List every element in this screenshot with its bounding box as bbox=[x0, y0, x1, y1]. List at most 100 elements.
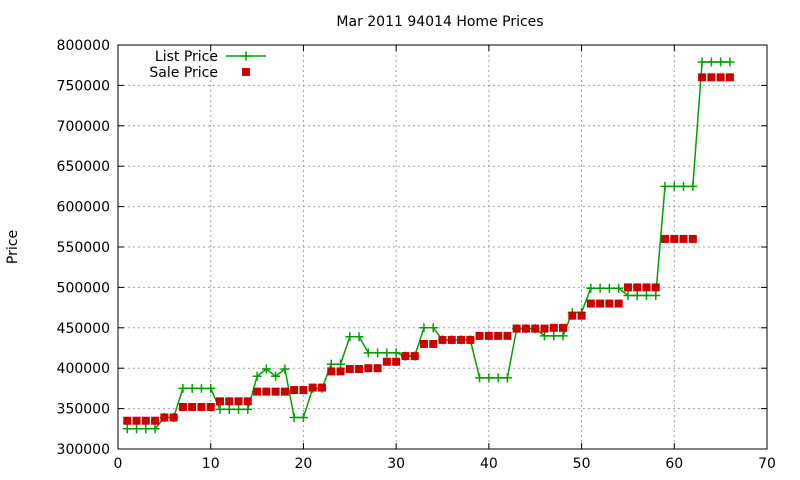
sale-price-point bbox=[160, 413, 169, 422]
sale-price-point bbox=[661, 234, 670, 243]
y-tick-label: 400000 bbox=[57, 361, 110, 377]
x-tick-label: 30 bbox=[387, 456, 405, 472]
grid-lines bbox=[118, 45, 767, 449]
list-price-point bbox=[215, 404, 225, 414]
y-tick-label: 600000 bbox=[57, 200, 110, 216]
sale-price-point bbox=[215, 397, 224, 406]
list-price-point bbox=[586, 283, 596, 293]
list-price-point bbox=[595, 283, 605, 293]
list-price-point bbox=[243, 404, 253, 414]
sale-price-point bbox=[475, 331, 484, 340]
sale-price-point bbox=[308, 383, 317, 392]
list-price-point bbox=[382, 348, 392, 358]
sale-price-point bbox=[568, 311, 577, 320]
sale-price-point bbox=[549, 323, 558, 332]
list-price-point bbox=[549, 331, 559, 341]
sale-price-point bbox=[698, 73, 707, 82]
sale-price-point bbox=[438, 335, 447, 344]
sale-price-point bbox=[243, 397, 252, 406]
list-price-point bbox=[716, 57, 726, 67]
sale-price-point bbox=[577, 311, 586, 320]
sale-price-point bbox=[596, 299, 605, 308]
list-price-point bbox=[679, 181, 689, 191]
x-tick-label: 70 bbox=[758, 456, 776, 472]
list-price-point bbox=[641, 290, 651, 300]
chart-title: Mar 2011 94014 Home Prices bbox=[336, 14, 543, 30]
x-tick-label: 40 bbox=[480, 456, 498, 472]
list-price-point bbox=[484, 373, 494, 383]
sale-price-point bbox=[605, 299, 614, 308]
sale-price-point bbox=[642, 283, 651, 292]
legend: List Price Sale Price bbox=[149, 49, 266, 81]
list-price-point bbox=[326, 359, 336, 369]
sale-price-point bbox=[614, 299, 623, 308]
sale-price-point bbox=[262, 387, 271, 396]
list-price-point bbox=[271, 371, 281, 381]
x-tick-label: 0 bbox=[114, 456, 123, 472]
sale-price-point bbox=[178, 402, 187, 411]
series-layer bbox=[122, 57, 735, 434]
sale-price-point bbox=[317, 383, 326, 392]
sale-price-point bbox=[271, 387, 280, 396]
y-tick-label: 450000 bbox=[57, 321, 110, 337]
list-price-point bbox=[261, 364, 271, 374]
list-price-point bbox=[614, 283, 624, 293]
sale-price-point bbox=[151, 416, 160, 425]
list-price-point bbox=[252, 371, 262, 381]
list-price-point bbox=[132, 424, 142, 434]
sale-price-point bbox=[716, 73, 725, 82]
list-price-point bbox=[669, 181, 679, 191]
legend-marker-list-price bbox=[241, 51, 251, 61]
legend-marker-sale-price bbox=[242, 68, 250, 76]
sale-price-point bbox=[623, 283, 632, 292]
sale-price-point bbox=[521, 324, 530, 333]
sale-price-point bbox=[234, 397, 243, 406]
list-price-point bbox=[373, 348, 383, 358]
sale-price-point bbox=[651, 283, 660, 292]
sale-price-point bbox=[670, 234, 679, 243]
list-price-point bbox=[539, 331, 549, 341]
sale-price-point bbox=[188, 402, 197, 411]
list-price-point bbox=[502, 373, 512, 383]
y-tick-label: 700000 bbox=[57, 119, 110, 135]
sale-price-point bbox=[410, 352, 419, 361]
list-price-point bbox=[688, 181, 698, 191]
list-price-point bbox=[428, 323, 438, 333]
sale-price-point bbox=[559, 323, 568, 332]
sale-price-point bbox=[401, 352, 410, 361]
plot-frame bbox=[117, 44, 768, 450]
y-axis-ticks: 300000 350000 400000 450000 500000 550000 6000… bbox=[57, 38, 767, 458]
legend-label-list-price: List Price bbox=[155, 49, 218, 65]
sale-price-point bbox=[123, 416, 132, 425]
sale-price-point bbox=[447, 335, 456, 344]
x-tick-label: 50 bbox=[573, 456, 591, 472]
list-price-point bbox=[725, 57, 735, 67]
sale-price-point bbox=[280, 387, 289, 396]
sale-price-point bbox=[503, 331, 512, 340]
list-price-point bbox=[224, 404, 234, 414]
list-price-point bbox=[178, 383, 188, 393]
sale-price-point bbox=[540, 324, 549, 333]
list-price-point bbox=[419, 323, 429, 333]
x-axis-ticks: 0 10 20 30 40 50 60 70 bbox=[114, 45, 776, 472]
sale-price-point bbox=[327, 367, 336, 376]
sale-price-point bbox=[141, 416, 150, 425]
sale-price-point bbox=[225, 397, 234, 406]
list-price-point bbox=[187, 383, 197, 393]
list-price-point bbox=[141, 424, 151, 434]
list-price-point bbox=[280, 364, 290, 374]
sale-price-point bbox=[355, 365, 364, 374]
list-price-point bbox=[604, 283, 614, 293]
list-price-point bbox=[623, 290, 633, 300]
y-tick-label: 500000 bbox=[57, 280, 110, 296]
list-price-point bbox=[651, 290, 661, 300]
sale-price-point bbox=[531, 324, 540, 333]
list-price-point bbox=[632, 290, 642, 300]
sale-price-point bbox=[364, 364, 373, 373]
sale-price-point bbox=[345, 365, 354, 374]
y-tick-label: 800000 bbox=[57, 38, 110, 54]
sale-price-point bbox=[419, 339, 428, 348]
list-price-point bbox=[122, 424, 132, 434]
y-tick-label: 650000 bbox=[57, 159, 110, 175]
list-price-point bbox=[697, 57, 707, 67]
